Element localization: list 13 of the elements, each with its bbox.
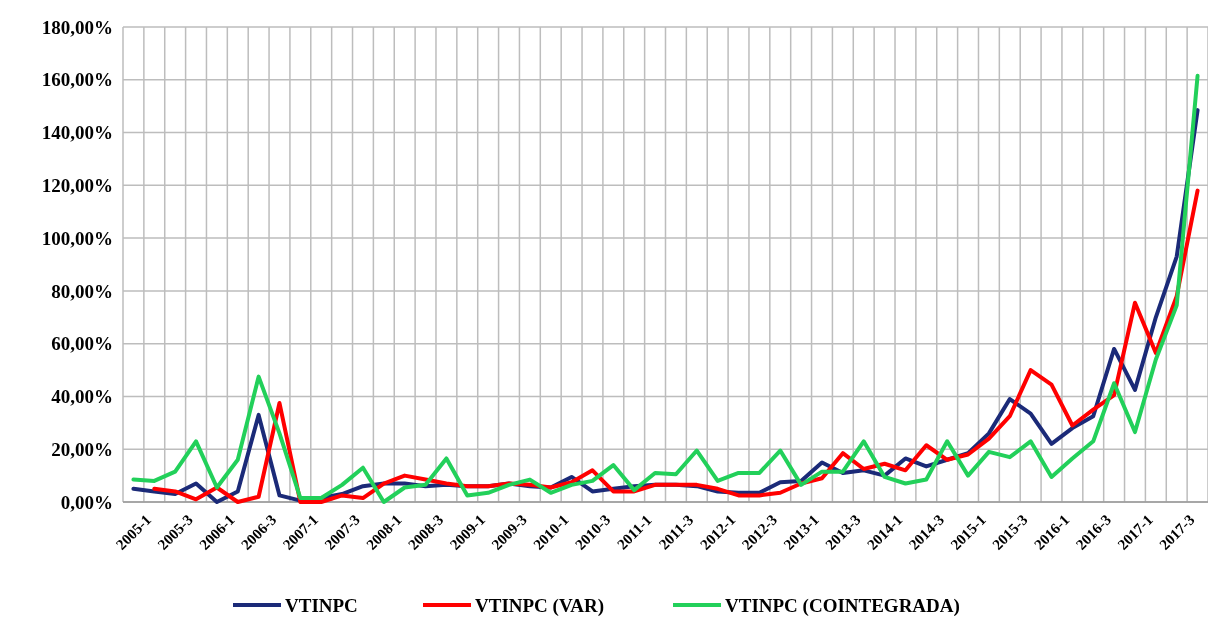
- y-tick-label: 0,00%: [60, 491, 113, 513]
- legend-label: VTINPC (COINTEGRADA): [725, 594, 960, 617]
- y-tick-label: 40,00%: [51, 386, 113, 408]
- y-tick-label: 140,00%: [41, 122, 113, 144]
- y-tick-label: 120,00%: [41, 174, 113, 196]
- y-tick-label: 160,00%: [41, 69, 113, 91]
- y-tick-label: 60,00%: [51, 333, 113, 355]
- y-tick-label: 100,00%: [41, 227, 113, 249]
- y-tick-label: 80,00%: [51, 280, 113, 302]
- y-tick-label: 20,00%: [51, 438, 113, 460]
- legend-label: VTINPC: [285, 594, 358, 616]
- y-tick-label: 180,00%: [41, 16, 113, 38]
- legend-label: VTINPC (VAR): [475, 594, 604, 617]
